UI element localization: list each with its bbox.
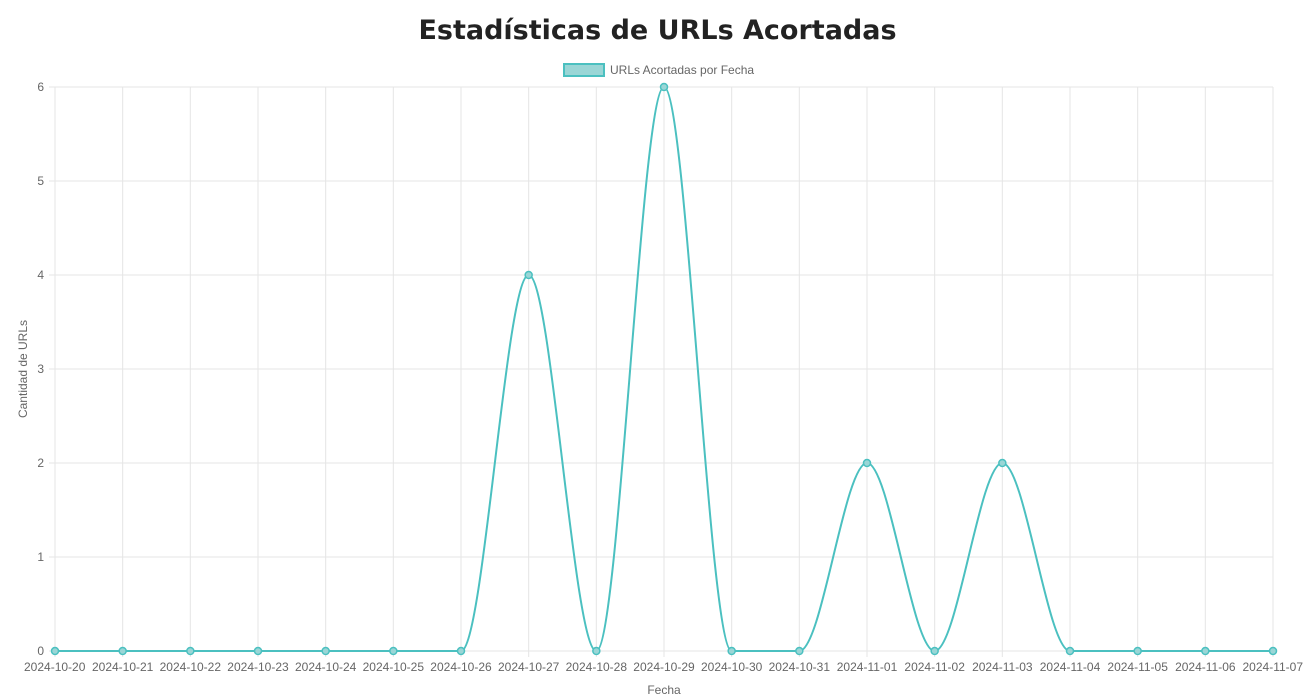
data-point[interactable] [727,646,736,656]
x-axis-title: Fecha [647,683,681,697]
data-point[interactable] [186,646,195,656]
x-tick-label: 2024-10-30 [701,660,763,674]
x-tick-label: 2024-10-31 [769,660,831,674]
y-tick-label: 5 [37,174,44,188]
legend[interactable]: URLs Acortadas por Fecha [563,63,754,77]
data-point[interactable] [456,646,466,656]
grid-lines [49,86,1274,657]
data-point[interactable] [930,646,939,656]
y-tick-label: 4 [37,268,44,282]
data-point[interactable] [795,646,804,656]
x-tick-label: 2024-11-05 [1107,660,1168,674]
x-tick-label: 2024-10-28 [566,660,628,674]
data-point[interactable] [592,646,601,656]
y-axis-title: Cantidad de URLs [16,320,30,418]
x-tick-label: 2024-11-07 [1243,660,1304,674]
x-tick-label: 2024-10-22 [160,660,222,674]
data-point[interactable] [998,458,1007,468]
x-tick-label: 2024-10-20 [24,660,86,674]
x-tick-label: 2024-11-04 [1040,660,1101,674]
x-tick-label: 2024-10-27 [498,660,560,674]
legend-label: URLs Acortadas por Fecha [610,63,754,77]
y-tick-label: 0 [37,644,44,658]
data-point[interactable] [1065,646,1075,656]
legend-swatch [563,63,605,77]
data-point[interactable] [50,646,60,656]
y-tick-label: 2 [37,456,44,470]
x-tick-label: 2024-10-26 [430,660,492,674]
x-tick-label: 2024-11-02 [904,660,965,674]
y-tick-label: 1 [37,550,44,564]
data-points [50,82,1278,656]
x-axis-ticks: 2024-10-20 2024-10-21 2024-10-22 2024-10-23… [24,660,1303,674]
x-tick-label: 2024-10-24 [295,660,357,674]
x-tick-label: 2024-11-03 [972,660,1033,674]
data-point[interactable] [321,646,330,656]
data-point[interactable] [389,646,398,656]
y-axis-ticks: 0 1 2 3 4 5 6 [37,80,44,658]
x-tick-label: 2024-10-25 [363,660,425,674]
x-tick-label: 2024-10-21 [92,660,154,674]
data-point[interactable] [118,646,127,656]
data-point[interactable] [1201,646,1210,656]
page-title: Estadísticas de URLs Acortadas [418,15,897,46]
x-tick-label: 2024-11-06 [1175,660,1236,674]
data-point[interactable] [862,458,872,468]
data-point[interactable] [1268,646,1278,656]
y-tick-label: 3 [37,362,44,376]
data-point[interactable] [253,646,263,656]
y-tick-label: 6 [37,80,44,94]
data-point[interactable] [1133,646,1142,656]
x-tick-label: 2024-10-29 [633,660,695,674]
x-tick-label: 2024-11-01 [837,660,898,674]
x-tick-label: 2024-10-23 [227,660,289,674]
data-point[interactable] [524,270,533,280]
data-point[interactable] [659,82,669,92]
